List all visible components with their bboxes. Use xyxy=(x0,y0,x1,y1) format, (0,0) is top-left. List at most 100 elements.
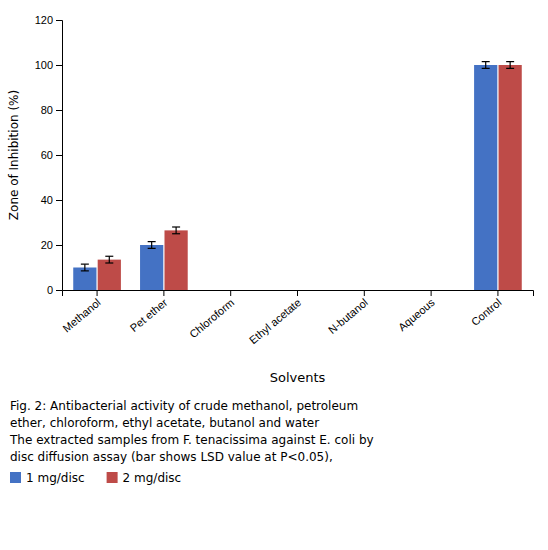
tick-label: 40 xyxy=(41,194,53,206)
error-bar xyxy=(506,62,514,69)
annotation: The extracted samples from F. tenacissim… xyxy=(9,433,374,447)
bar xyxy=(365,290,388,291)
tick: 40 xyxy=(41,194,62,206)
error-bar xyxy=(482,62,490,69)
tick-mark xyxy=(56,155,62,156)
tick-label: Methanol xyxy=(60,296,102,334)
tick-mark xyxy=(97,290,98,296)
error-bar xyxy=(148,242,156,249)
tick: Pet ether xyxy=(128,290,170,334)
tick-mark xyxy=(163,290,164,296)
error-bar-cap xyxy=(482,61,490,62)
error-bar-line xyxy=(151,242,152,249)
tick-mark xyxy=(497,290,498,296)
annotation: disc diffusion assay (bar shows LSD valu… xyxy=(10,450,333,464)
chart: 0 20 40 60 80 100 120 Methanol Pet ether Chlorofo… xyxy=(0,0,548,550)
legend-entry: 1 mg/disc xyxy=(26,471,85,485)
error-bar-line xyxy=(109,256,110,263)
bar xyxy=(274,290,297,291)
tick-mark xyxy=(56,245,62,246)
tick-mark xyxy=(431,290,432,296)
error-bar xyxy=(172,227,180,234)
error-bar-cap xyxy=(81,264,89,265)
error-bar-cap xyxy=(506,68,514,69)
tick-label: 120 xyxy=(35,14,53,26)
tick: Aqueous xyxy=(396,290,437,333)
tick-label: 60 xyxy=(41,149,53,161)
error-bar-line xyxy=(485,62,486,69)
legend-swatch xyxy=(107,472,118,483)
y-axis-label: Zone of Inhibition (%) xyxy=(7,90,21,220)
tick-label: N-butanol xyxy=(326,296,370,336)
bar xyxy=(231,290,254,291)
error-bar-cap xyxy=(506,61,514,62)
y-axis: 0 20 40 60 80 100 120 xyxy=(35,14,63,296)
error-bar-cap xyxy=(172,226,180,227)
error-bar-line xyxy=(176,227,177,234)
tick-mark xyxy=(56,20,62,21)
tick: 0 xyxy=(47,284,62,296)
tick-mark xyxy=(56,65,62,66)
tick-mark xyxy=(230,290,231,296)
annotation: ether, chloroform, ethyl acetate, butano… xyxy=(10,416,319,430)
tick: Control xyxy=(469,290,504,328)
tick: Chloroform xyxy=(187,290,236,340)
x-axis-label: Solvents xyxy=(270,370,326,385)
tick-label: Aqueous xyxy=(396,296,437,333)
tick-label: Ethyl acetate xyxy=(247,296,303,346)
tick: 20 xyxy=(41,239,62,251)
tick-mark xyxy=(56,110,62,111)
error-bar-cap xyxy=(172,233,180,234)
axis-line xyxy=(56,21,63,291)
tick-label: 20 xyxy=(41,239,53,251)
bar xyxy=(340,290,363,291)
series xyxy=(73,65,497,290)
tick: N-butanol xyxy=(326,290,370,336)
bar xyxy=(164,230,187,290)
error-bar-cap xyxy=(81,270,89,271)
error-bar-cap xyxy=(105,262,113,263)
tick-mark xyxy=(56,200,62,201)
annotation: Fig. 2: Antibacterial activity of crude … xyxy=(10,399,358,413)
tick: 60 xyxy=(41,149,62,161)
plot-area xyxy=(73,62,522,290)
axis-line xyxy=(63,291,534,297)
tick-label: 80 xyxy=(41,104,53,116)
bar xyxy=(140,245,163,290)
legend: 1 mg/disc 2 mg/disc xyxy=(10,471,181,485)
tick-mark xyxy=(56,290,62,291)
tick: 120 xyxy=(35,14,62,26)
error-bar-line xyxy=(84,264,85,271)
bar xyxy=(73,268,96,291)
tick-mark xyxy=(364,290,365,296)
tick: Ethyl acetate xyxy=(247,290,303,346)
error-bar xyxy=(105,256,113,263)
tick-label: Pet ether xyxy=(128,296,170,334)
x-axis: Methanol Pet ether ChloroformEthyl acetate… xyxy=(60,290,533,346)
tick: 100 xyxy=(35,59,62,71)
error-bars xyxy=(105,62,514,263)
bar xyxy=(407,290,430,291)
bar xyxy=(432,290,455,291)
error-bar-cap xyxy=(105,256,113,257)
error-bars xyxy=(81,62,490,271)
legend-swatch xyxy=(10,472,21,483)
error-bar xyxy=(81,264,89,271)
tick-mark xyxy=(297,290,298,296)
bar xyxy=(499,65,522,290)
tick-label: Chloroform xyxy=(187,296,236,340)
bar xyxy=(98,260,121,290)
bar xyxy=(298,290,321,291)
series xyxy=(98,65,522,290)
error-bar-cap xyxy=(482,68,490,69)
bar xyxy=(474,65,497,290)
bar xyxy=(207,290,230,291)
tick: Methanol xyxy=(60,290,102,334)
error-bar-line xyxy=(510,62,511,69)
tick-label: Control xyxy=(469,296,504,328)
caption: Fig. 2: Antibacterial activity of crude … xyxy=(9,399,374,464)
tick: 80 xyxy=(41,104,62,116)
tick-label: 0 xyxy=(47,284,53,296)
tick-label: 100 xyxy=(35,59,53,71)
legend-entry: 2 mg/disc xyxy=(123,471,182,485)
